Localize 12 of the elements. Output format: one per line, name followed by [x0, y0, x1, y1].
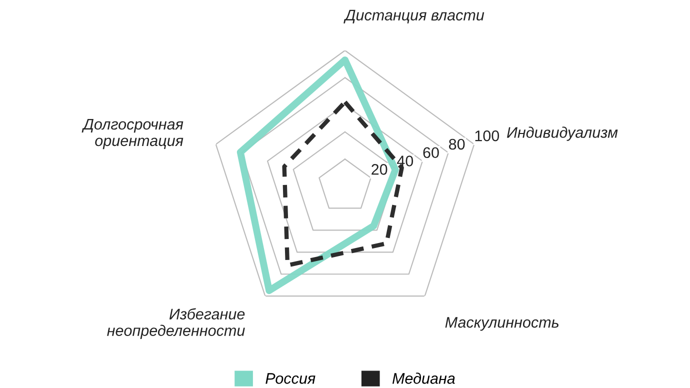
spoke-label: Долгосрочная ориентация: [82, 118, 184, 150]
y-tick-label: 80: [448, 138, 465, 150]
y-tick-label: 60: [423, 147, 439, 158]
y-tick-label: 100: [475, 130, 500, 142]
legend-label: Медиана: [392, 372, 455, 384]
spoke-label: Индивидуализм: [506, 126, 618, 141]
legend-label: Россия: [266, 373, 316, 384]
spoke-label: Дистанция власти: [344, 10, 484, 24]
spoke-label: Маскулинность: [445, 317, 558, 331]
y-tick-label: 40: [397, 156, 414, 166]
y-tick-label: 20: [372, 164, 388, 175]
spoke-label: Избегание неопределенности: [107, 308, 245, 339]
